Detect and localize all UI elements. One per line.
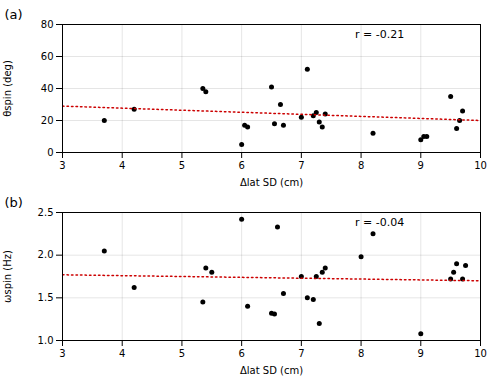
svg-text:1.5: 1.5 <box>38 292 54 303</box>
svg-text:5: 5 <box>179 160 185 171</box>
svg-text:r = -0.04: r = -0.04 <box>355 216 404 229</box>
svg-text:5: 5 <box>179 348 185 359</box>
svg-text:6: 6 <box>238 160 244 171</box>
svg-text:0: 0 <box>47 147 53 158</box>
svg-text:10: 10 <box>474 348 487 359</box>
svg-text:2.5: 2.5 <box>38 207 54 218</box>
svg-text:10: 10 <box>474 160 487 171</box>
svg-text:8: 8 <box>358 348 364 359</box>
svg-text:9: 9 <box>418 348 424 359</box>
svg-text:2.0: 2.0 <box>38 249 54 260</box>
svg-text:4: 4 <box>119 348 125 359</box>
svg-text:6: 6 <box>238 348 244 359</box>
svg-text:r = -0.21: r = -0.21 <box>355 28 404 41</box>
svg-text:9: 9 <box>418 160 424 171</box>
svg-text:Δlat SD (cm): Δlat SD (cm) <box>240 177 303 188</box>
svg-text:8: 8 <box>358 160 364 171</box>
svg-text:60: 60 <box>41 51 54 62</box>
svg-text:3: 3 <box>59 348 65 359</box>
svg-text:1.0: 1.0 <box>38 335 54 346</box>
svg-text:ωspin (Hz): ωspin (Hz) <box>2 250 13 303</box>
svg-text:80: 80 <box>41 19 54 30</box>
svg-text:3: 3 <box>59 160 65 171</box>
svg-text:7: 7 <box>298 348 304 359</box>
svg-text:Δlat SD (cm): Δlat SD (cm) <box>240 365 303 376</box>
svg-text:7: 7 <box>298 160 304 171</box>
svg-text:4: 4 <box>119 160 125 171</box>
svg-text:40: 40 <box>41 83 54 94</box>
svg-text:20: 20 <box>41 115 54 126</box>
svg-text:(b): (b) <box>5 195 23 210</box>
svg-text:θspin (deg): θspin (deg) <box>2 60 13 117</box>
svg-text:(a): (a) <box>5 7 23 22</box>
